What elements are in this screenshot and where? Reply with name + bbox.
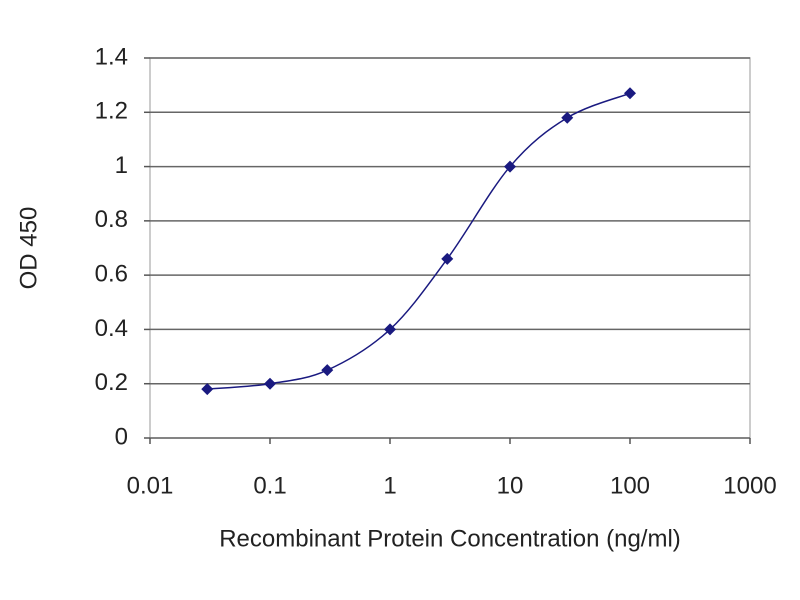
x-tick-label: 100: [610, 472, 650, 499]
x-tick-label: 0.1: [253, 472, 286, 499]
x-axis-label: Recombinant Protein Concentration (ng/ml…: [219, 525, 681, 552]
data-marker: [441, 252, 454, 265]
y-tick-label: 1.2: [95, 98, 128, 125]
y-tick-label: 0.4: [95, 315, 128, 342]
x-tick-label: 1: [383, 472, 396, 499]
x-tick-label: 0.01: [127, 472, 174, 499]
y-tick-label: 0: [115, 423, 128, 450]
data-marker: [384, 323, 396, 336]
y-tick-label: 1: [115, 152, 128, 179]
data-marker: [321, 364, 334, 377]
data-marker: [561, 111, 574, 124]
data-marker: [264, 377, 276, 390]
data-line: [207, 92, 631, 390]
data-marker: [504, 160, 516, 173]
y-tick-label: 0.6: [95, 260, 128, 287]
y-tick-label: 0.8: [95, 206, 128, 233]
data-marker: [201, 383, 214, 396]
data-marker: [624, 87, 636, 100]
plot-frame: [149, 57, 751, 439]
x-tick-label: 1000: [723, 472, 776, 499]
x-tick-label: 10: [497, 472, 524, 499]
y-axis-label: OD 450: [15, 207, 42, 290]
y-tick-label: 0.2: [95, 369, 128, 396]
y-tick-label: 1.4: [95, 43, 128, 70]
